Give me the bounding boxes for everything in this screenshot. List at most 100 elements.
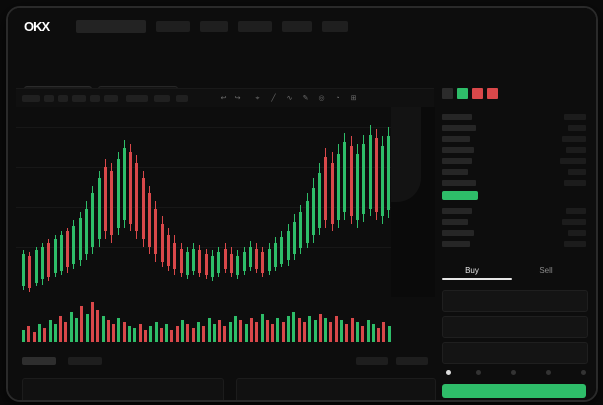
slider-dot-0[interactable] <box>446 370 451 375</box>
orderbook-ask-amount[interactable] <box>568 169 586 175</box>
tab-buy[interactable]: Buy <box>465 266 479 275</box>
order-amount-field[interactable] <box>442 316 588 338</box>
slider-dot-100[interactable] <box>581 370 586 375</box>
candle-body <box>381 145 385 217</box>
orderbook-bid-amount[interactable] <box>564 241 586 247</box>
orderbook-bid-amount[interactable] <box>568 230 586 236</box>
toolbar-chip-1d[interactable] <box>72 95 86 102</box>
submit-buy-button[interactable] <box>442 384 586 398</box>
order-price-field[interactable] <box>442 290 588 312</box>
price-chart[interactable] <box>16 107 434 352</box>
tablet-device-frame: OKX Spot Trading ▼ ▼ <box>6 6 598 402</box>
cursor-icon[interactable]: ⌖ <box>255 95 260 102</box>
toolbar-chip-1w[interactable] <box>90 95 100 102</box>
volume-bar <box>218 320 222 342</box>
order-total-field[interactable] <box>442 342 588 364</box>
volume-bar <box>27 326 31 342</box>
okx-logo-icon[interactable]: OKX <box>24 19 50 34</box>
footer-panel-right[interactable] <box>236 378 436 400</box>
magnet-icon[interactable]: ◔ <box>335 95 340 102</box>
candle-body <box>135 163 139 232</box>
top-navigation-bar: OKX <box>8 8 596 42</box>
trendline-icon[interactable]: ╱ <box>271 95 276 102</box>
tab-sell[interactable]: Sell <box>539 266 553 275</box>
nav-item-more[interactable] <box>282 21 312 32</box>
orderbook-ask-amount[interactable] <box>564 114 586 120</box>
candle-body <box>185 252 189 276</box>
orderbook-view-split-icon[interactable] <box>487 88 498 99</box>
candle-body <box>166 235 170 266</box>
volume-bar <box>387 326 391 342</box>
shapes-icon[interactable]: ◎ <box>318 95 325 102</box>
footer-tab-4[interactable] <box>396 357 428 365</box>
candle-body <box>349 145 353 217</box>
redo-icon[interactable]: ↪ <box>234 95 241 102</box>
volume-bar <box>106 320 110 342</box>
volume-bar <box>207 318 211 342</box>
candle-body <box>34 250 38 283</box>
slider-dot-50[interactable] <box>511 370 516 375</box>
footer-tab-2[interactable] <box>68 357 102 365</box>
orderbook-ask-amount[interactable] <box>560 158 586 164</box>
nav-item-earn[interactable] <box>238 21 272 32</box>
brush-icon[interactable]: ✎ <box>302 95 309 102</box>
undo-icon[interactable]: ↩ <box>220 95 227 102</box>
slider-dot-75[interactable] <box>546 370 551 375</box>
orderbook-ask-price[interactable] <box>442 147 474 153</box>
nav-item-assets[interactable] <box>322 21 348 32</box>
orderbook-mid-price <box>442 191 478 200</box>
toolbar-chip-4h[interactable] <box>58 95 68 102</box>
orderbook-view-bids-icon[interactable] <box>457 88 468 99</box>
toolbar-chip-timeframe[interactable] <box>22 95 40 102</box>
orderbook-view-asks-icon[interactable] <box>472 88 483 99</box>
orderbook-bid-price[interactable] <box>442 230 474 236</box>
orderbook-ask-amount[interactable] <box>566 147 586 153</box>
lock-icon[interactable]: ⊞ <box>350 95 357 102</box>
volume-bar <box>202 326 206 342</box>
search-input[interactable] <box>76 20 146 33</box>
toolbar-chip-compare[interactable] <box>176 95 188 102</box>
candle-body <box>280 237 284 264</box>
candle-body <box>198 250 202 274</box>
footer-tab-active[interactable] <box>22 357 56 365</box>
orderbook-ask-price[interactable] <box>442 169 468 175</box>
volume-bar <box>292 312 296 342</box>
volume-bar <box>80 306 84 342</box>
wave-icon[interactable]: ∿ <box>286 95 293 102</box>
toolbar-chip-indicators[interactable] <box>126 95 148 102</box>
toolbar-chip-1h[interactable] <box>44 95 54 102</box>
orderbook-ask-price[interactable] <box>442 158 472 164</box>
orderbook-bid-amount[interactable] <box>562 219 586 225</box>
orderbook-bid-price[interactable] <box>442 208 472 214</box>
nav-item-markets[interactable] <box>200 21 228 32</box>
orderbook-bid-amount[interactable] <box>566 208 586 214</box>
volume-series <box>16 297 434 342</box>
orderbook-bid-price[interactable] <box>442 219 468 225</box>
orderbook-ask-price[interactable] <box>442 114 472 120</box>
toolbar-chip-more[interactable] <box>104 95 118 102</box>
volume-bar <box>361 326 365 342</box>
chart-gridline <box>16 127 434 128</box>
slider-dot-25[interactable] <box>476 370 481 375</box>
chart-footer-tabs <box>16 352 434 370</box>
candle-body <box>324 157 328 220</box>
volume-bar <box>313 320 317 342</box>
candle-body <box>368 134 372 209</box>
nav-item-trade[interactable] <box>156 21 190 32</box>
orderbook-ask-amount[interactable] <box>568 125 586 131</box>
orderbook-view-all-icon[interactable] <box>442 88 453 99</box>
orderbook-ask-price[interactable] <box>442 180 476 186</box>
chart-overlay-shape <box>391 107 421 202</box>
footer-panel-left[interactable] <box>22 378 224 400</box>
footer-tab-3[interactable] <box>356 357 388 365</box>
candle-body <box>154 208 158 255</box>
orderbook-ask-amount[interactable] <box>562 136 586 142</box>
volume-bar <box>53 324 57 342</box>
orderbook-ask-price[interactable] <box>442 125 476 131</box>
orderbook-bid-price[interactable] <box>442 241 470 247</box>
toolbar-chip-chart-type[interactable] <box>154 95 170 102</box>
orderbook-ask-amount[interactable] <box>564 180 586 186</box>
volume-bar <box>228 322 232 342</box>
candle-body <box>305 201 309 243</box>
orderbook-ask-price[interactable] <box>442 136 470 142</box>
